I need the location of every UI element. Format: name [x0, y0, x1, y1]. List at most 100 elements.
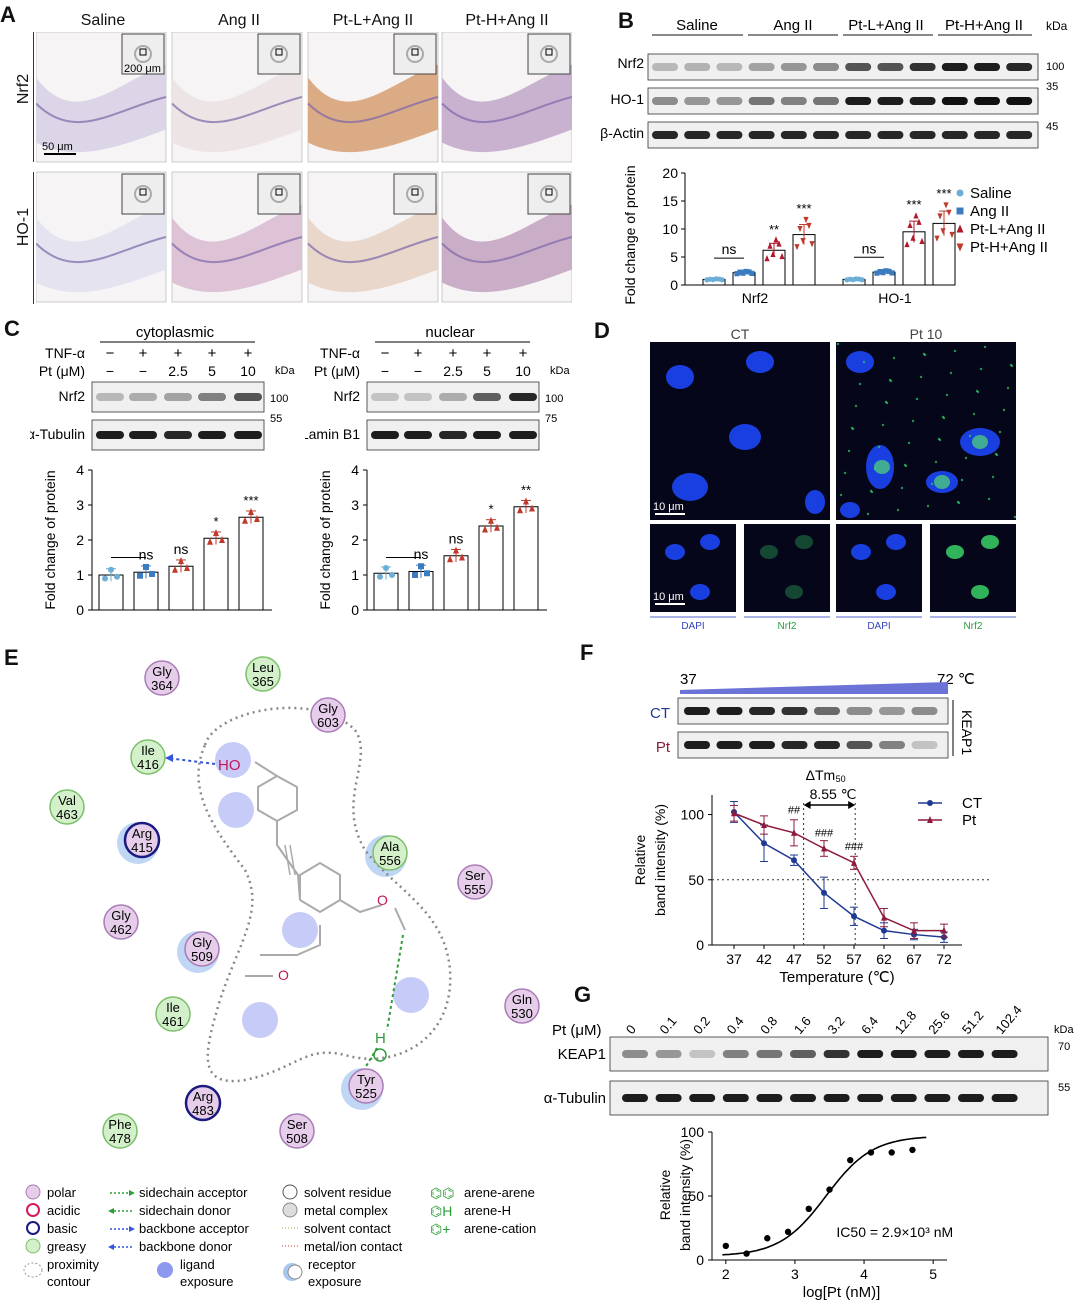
blot-band — [890, 1094, 917, 1102]
data-point — [383, 565, 389, 571]
x-tick-label: 3 — [791, 1266, 799, 1282]
blot-band — [974, 131, 1000, 139]
y-tick-label: 100 — [681, 807, 705, 823]
blot-band — [439, 431, 467, 439]
panel-letter-f: F — [580, 640, 594, 665]
blot-band — [716, 707, 743, 715]
data-point — [851, 858, 857, 866]
kda-header: kDa — [1054, 1024, 1074, 1036]
inset-box — [411, 48, 419, 56]
significance-label: *** — [243, 493, 258, 508]
legend-label: Saline — [970, 185, 1012, 202]
confocal-channel — [744, 524, 830, 612]
nucleus — [851, 544, 871, 560]
treatment-sign: + — [483, 345, 492, 362]
nucleus — [805, 490, 825, 514]
nrf2-signal — [888, 378, 892, 382]
legend-symbol — [282, 1202, 298, 1218]
blot-band — [991, 1094, 1018, 1102]
blot-band — [877, 63, 904, 71]
legend-marker — [956, 224, 964, 233]
blot-band — [845, 131, 872, 139]
nucleus — [700, 534, 720, 550]
residue-number: 461 — [162, 1014, 184, 1029]
inset-vessel — [540, 45, 558, 63]
ic50-annotation: IC50 = 2.9×10³ nM — [836, 1224, 953, 1240]
blot-row-label: Nrf2 — [334, 388, 361, 404]
blot-band — [404, 431, 432, 439]
treatment-dose: 10 — [515, 363, 531, 379]
nrf2-signal — [892, 356, 896, 360]
blot-band — [1006, 63, 1033, 71]
data-point — [722, 1242, 730, 1250]
y-tick-label: 20 — [662, 165, 678, 181]
significance-label: ns — [414, 546, 429, 562]
legend-label: Pt-H+Ang II — [970, 239, 1048, 256]
nrf2-signal — [934, 460, 938, 464]
scale-bar-label: 200 μm — [124, 63, 161, 75]
data-point — [919, 237, 925, 244]
residue-number: 416 — [137, 757, 159, 772]
blot-group-label: Ang II — [773, 17, 812, 34]
nucleus — [666, 365, 694, 389]
residue-disc — [310, 697, 346, 733]
blot-band — [879, 741, 905, 749]
nrf2-signal — [866, 512, 870, 516]
legend-symbol: ⌬H — [430, 1203, 452, 1219]
ligand-bond — [257, 774, 298, 823]
inset-box — [545, 188, 553, 196]
nrf2-nuclear — [874, 460, 890, 474]
treatment-dose: − — [139, 363, 147, 379]
residue-number: 483 — [192, 1103, 214, 1118]
blot-band — [780, 63, 807, 71]
nrf2-signal — [1009, 363, 1013, 367]
blot-row-label: Nrf2 — [59, 388, 86, 404]
concentration-value: 3.2 — [824, 1013, 847, 1036]
data-point — [377, 573, 383, 580]
treatment-sign: + — [519, 345, 528, 362]
data-point — [149, 570, 155, 577]
nucleus — [846, 351, 874, 373]
significance-label: ns — [139, 547, 154, 563]
legend-label: Ang II — [970, 203, 1009, 220]
nrf2-signal — [854, 404, 858, 408]
data-point — [749, 270, 755, 277]
panel-a-row-label: HO-1 — [15, 207, 32, 247]
blot-band — [924, 1094, 951, 1102]
y-tick-label: 2 — [351, 532, 359, 548]
nrf2-nuclear — [972, 435, 988, 449]
blot-band — [909, 97, 936, 105]
data-point — [743, 268, 749, 275]
bar — [168, 565, 194, 611]
nrf2-signal — [858, 382, 862, 386]
histology-tile — [36, 171, 167, 303]
blot-group-label: Saline — [676, 17, 718, 34]
data-point — [137, 572, 143, 579]
data-point — [459, 553, 465, 561]
inset-overview — [257, 173, 301, 215]
treatment-dose: 2.5 — [168, 363, 188, 379]
data-point — [761, 821, 767, 828]
blot-band — [684, 97, 711, 105]
legend-label: backbone donor — [139, 1239, 233, 1254]
kda-header: kDa — [275, 365, 295, 377]
legend-label: Pt-L+Ang II — [970, 221, 1045, 238]
bar — [513, 506, 539, 611]
lamina-line — [36, 96, 167, 123]
panel-a-group-label: Pt-H+Ang II — [465, 12, 549, 29]
data-point — [940, 228, 946, 235]
y-tick-label: 5 — [670, 249, 678, 265]
channel-label: DAPI — [867, 621, 890, 632]
x-tick-label: 47 — [786, 951, 802, 967]
x-tick-label: HO-1 — [878, 290, 912, 306]
series-line — [733, 812, 944, 932]
inset-vessel — [134, 185, 152, 203]
data-point — [453, 546, 459, 554]
data-point — [773, 236, 779, 243]
inset-box — [275, 188, 283, 196]
